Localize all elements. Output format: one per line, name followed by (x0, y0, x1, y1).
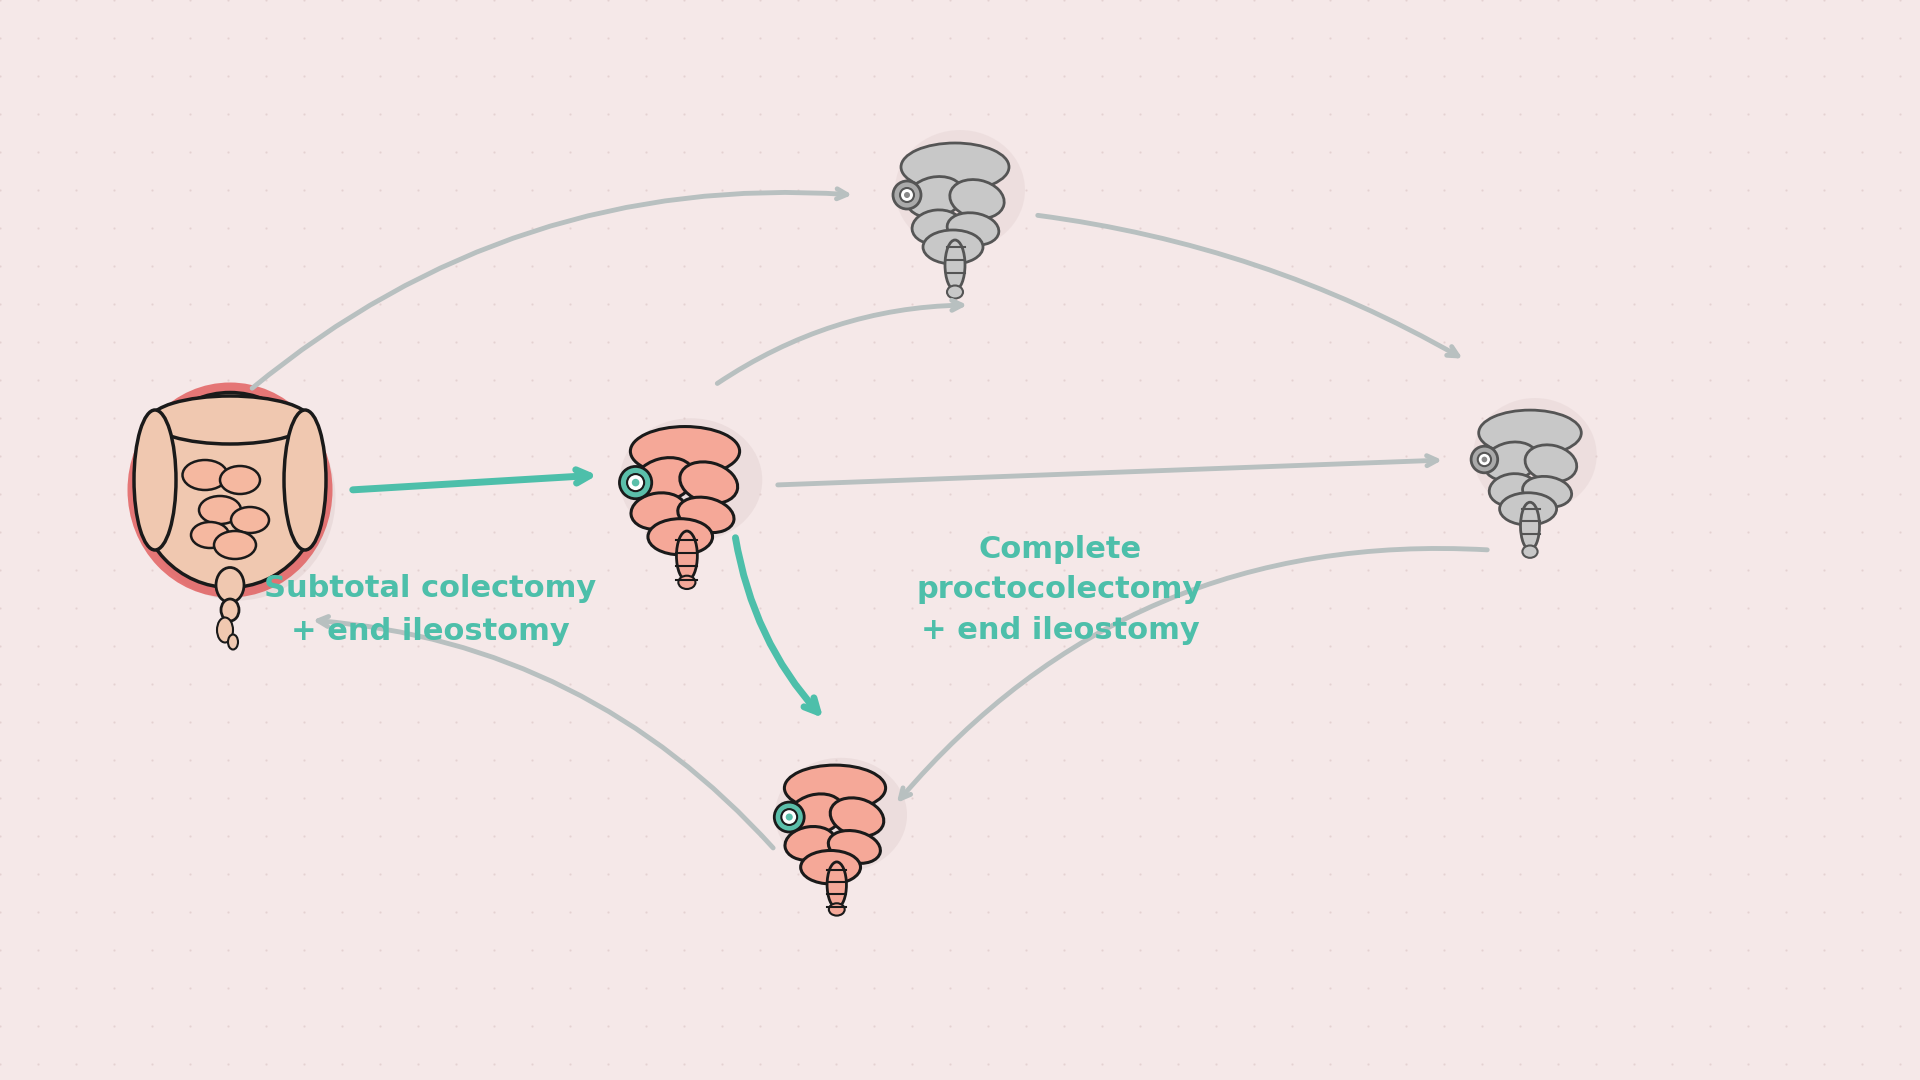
Ellipse shape (228, 634, 238, 649)
Circle shape (785, 813, 793, 821)
Ellipse shape (1490, 474, 1536, 507)
Ellipse shape (620, 418, 762, 542)
Ellipse shape (150, 396, 309, 444)
Ellipse shape (785, 826, 835, 861)
Ellipse shape (647, 518, 712, 555)
Circle shape (628, 474, 643, 491)
Ellipse shape (1500, 492, 1557, 525)
Ellipse shape (134, 410, 177, 550)
Ellipse shape (945, 240, 966, 291)
Ellipse shape (138, 392, 323, 588)
Ellipse shape (900, 143, 1010, 191)
Circle shape (632, 478, 639, 486)
Ellipse shape (776, 758, 906, 873)
Circle shape (900, 188, 914, 202)
Circle shape (774, 802, 804, 832)
Text: Subtotal colectomy
+ end ileostomy: Subtotal colectomy + end ileostomy (263, 575, 595, 646)
Ellipse shape (678, 497, 733, 532)
Ellipse shape (284, 410, 326, 550)
Ellipse shape (785, 765, 885, 811)
Ellipse shape (230, 507, 269, 534)
Ellipse shape (829, 903, 845, 916)
Ellipse shape (127, 382, 332, 597)
Ellipse shape (140, 395, 336, 600)
Ellipse shape (200, 496, 242, 524)
Ellipse shape (215, 567, 244, 603)
Ellipse shape (895, 130, 1025, 249)
Ellipse shape (924, 230, 983, 264)
Ellipse shape (634, 458, 695, 502)
Ellipse shape (801, 850, 860, 883)
Ellipse shape (221, 465, 259, 494)
Circle shape (1482, 457, 1488, 462)
Ellipse shape (680, 462, 737, 503)
Ellipse shape (947, 285, 964, 298)
Ellipse shape (213, 531, 255, 559)
Ellipse shape (828, 831, 881, 863)
Ellipse shape (190, 522, 228, 548)
Ellipse shape (676, 531, 697, 580)
Circle shape (781, 809, 797, 825)
Ellipse shape (906, 176, 964, 217)
Ellipse shape (1484, 442, 1538, 481)
Ellipse shape (217, 618, 232, 643)
Ellipse shape (829, 798, 883, 836)
Ellipse shape (1524, 445, 1576, 482)
Circle shape (904, 192, 910, 198)
Ellipse shape (912, 210, 962, 244)
Ellipse shape (787, 794, 843, 835)
Circle shape (1471, 446, 1498, 473)
Ellipse shape (182, 460, 227, 490)
Ellipse shape (1478, 410, 1582, 456)
Ellipse shape (1473, 399, 1597, 512)
Circle shape (893, 181, 922, 210)
Ellipse shape (1523, 545, 1538, 558)
Ellipse shape (632, 492, 685, 529)
Ellipse shape (678, 576, 695, 589)
Ellipse shape (630, 427, 739, 476)
Circle shape (620, 467, 651, 499)
Ellipse shape (1523, 476, 1572, 508)
Text: Complete
proctocolectomy
+ end ileostomy: Complete proctocolectomy + end ileostomy (918, 535, 1204, 645)
Ellipse shape (950, 179, 1004, 218)
Ellipse shape (221, 599, 238, 621)
Ellipse shape (828, 862, 847, 907)
Circle shape (1478, 453, 1492, 467)
Ellipse shape (947, 213, 998, 245)
Ellipse shape (1521, 502, 1540, 550)
